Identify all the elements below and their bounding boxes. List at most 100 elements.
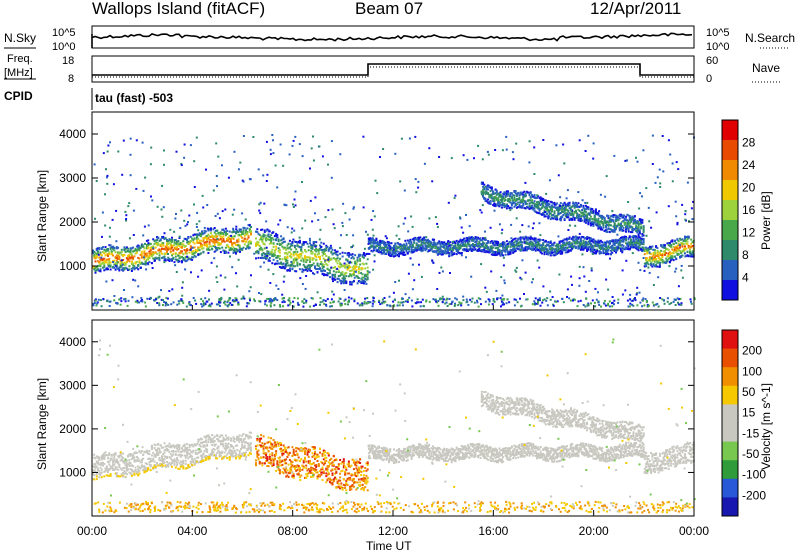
power-pixel bbox=[667, 205, 670, 208]
power-pixel bbox=[597, 213, 600, 216]
power-pixel bbox=[489, 190, 492, 193]
power-pixel bbox=[486, 150, 489, 153]
power-pixel bbox=[421, 238, 424, 241]
power-pixel bbox=[419, 236, 422, 239]
power-pixel bbox=[385, 246, 388, 249]
power-pixel bbox=[241, 231, 244, 234]
power-pixel bbox=[380, 249, 383, 252]
power-pixel bbox=[548, 203, 551, 206]
power-pixel bbox=[567, 203, 570, 206]
power-pixel bbox=[646, 260, 649, 263]
power-pixel bbox=[390, 242, 393, 245]
power-pixel bbox=[389, 252, 392, 255]
power-pixel bbox=[174, 247, 177, 250]
power-pixel bbox=[275, 234, 278, 237]
power-pixel bbox=[312, 242, 315, 245]
power-pixel bbox=[327, 248, 330, 251]
nsky-tick-bottom: 10^0 bbox=[52, 41, 76, 53]
power-pixel bbox=[510, 207, 513, 210]
power-pixel bbox=[636, 239, 639, 242]
power-pixel bbox=[265, 238, 268, 241]
power-pixel bbox=[281, 293, 284, 296]
power-pixel bbox=[400, 252, 403, 255]
power-pixel bbox=[482, 185, 484, 188]
power-pixel bbox=[171, 246, 173, 249]
power-pixel bbox=[322, 250, 325, 253]
power-pixel bbox=[543, 209, 546, 212]
power-pixel bbox=[498, 223, 501, 226]
power-pixel bbox=[498, 193, 501, 196]
power-pixel bbox=[381, 241, 384, 244]
power-pixel bbox=[135, 266, 138, 269]
power-pixel bbox=[667, 257, 670, 260]
power-pixel bbox=[259, 265, 262, 268]
power-pixel bbox=[459, 247, 462, 250]
power-pixel bbox=[179, 241, 182, 244]
power-pixel bbox=[429, 242, 432, 245]
power-pixel bbox=[163, 252, 166, 255]
power-pixel bbox=[305, 250, 308, 253]
power-pixel bbox=[186, 248, 189, 250]
power-pixel bbox=[204, 244, 207, 247]
power-pixel bbox=[519, 206, 522, 209]
power-pixel bbox=[443, 241, 446, 244]
power-pixel bbox=[607, 241, 610, 244]
power-pixel bbox=[612, 239, 615, 242]
power-pixel bbox=[606, 241, 609, 244]
power-pixel bbox=[607, 216, 610, 219]
power-pixel bbox=[301, 257, 304, 260]
power-pixel bbox=[355, 263, 358, 266]
power-pixel bbox=[104, 224, 107, 227]
power-pixel bbox=[343, 262, 346, 265]
power-pixel bbox=[291, 227, 294, 230]
power-pixel bbox=[372, 247, 375, 250]
power-pixel bbox=[123, 264, 126, 266]
power-pixel bbox=[231, 244, 234, 247]
power-pixel bbox=[256, 249, 259, 252]
power-pixel bbox=[572, 235, 575, 238]
power-pixel bbox=[357, 255, 360, 258]
power-pixel bbox=[517, 192, 520, 195]
power-pixel bbox=[503, 197, 506, 200]
power-pixel bbox=[612, 225, 615, 228]
power-pixel bbox=[547, 216, 550, 219]
power-pixel bbox=[536, 206, 538, 209]
power-pixel bbox=[586, 215, 589, 218]
power-pixel bbox=[129, 251, 132, 254]
power-pixel bbox=[307, 268, 310, 270]
power-pixel bbox=[536, 247, 538, 250]
power-pixel bbox=[388, 244, 390, 247]
power-pixel bbox=[411, 244, 414, 246]
power-pixel bbox=[400, 245, 403, 248]
power-pixel bbox=[500, 253, 503, 256]
power-pixel bbox=[495, 244, 498, 247]
power-pixel bbox=[426, 244, 429, 247]
power-pixel bbox=[618, 244, 621, 246]
power-pixel bbox=[311, 244, 314, 247]
power-pixel bbox=[567, 213, 570, 216]
power-pixel bbox=[544, 205, 547, 208]
power-pixel bbox=[497, 243, 500, 246]
power-pixel bbox=[557, 252, 560, 255]
power-pixel bbox=[531, 227, 534, 230]
power-pixel bbox=[679, 246, 681, 249]
power-pixel bbox=[465, 238, 468, 241]
power-pixel bbox=[671, 248, 674, 251]
power-pixel bbox=[548, 212, 551, 215]
power-pixel bbox=[359, 259, 362, 262]
power-pixel bbox=[309, 239, 311, 242]
power-pixel bbox=[525, 202, 528, 205]
power-pixel bbox=[504, 205, 507, 208]
power-pixel bbox=[327, 260, 330, 263]
power-pixel bbox=[301, 244, 304, 247]
power-pixel bbox=[551, 210, 553, 213]
power-pixel bbox=[221, 236, 224, 239]
power-pixel bbox=[238, 248, 241, 251]
power-pixel bbox=[188, 241, 191, 244]
power-pixel bbox=[467, 238, 469, 241]
power-pixel bbox=[231, 266, 234, 269]
power-pixel bbox=[315, 255, 318, 258]
power-pixel bbox=[677, 285, 680, 288]
power-pixel bbox=[238, 229, 241, 232]
power-pixel bbox=[418, 237, 421, 240]
